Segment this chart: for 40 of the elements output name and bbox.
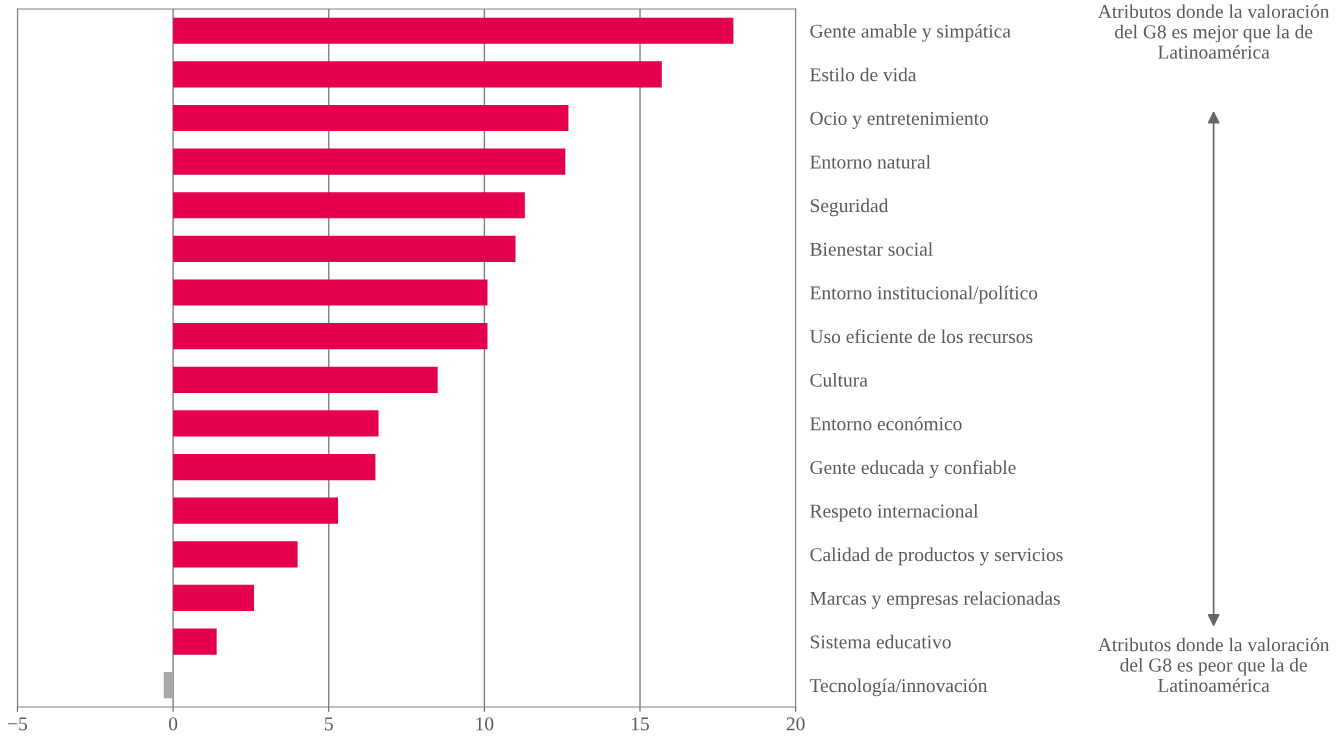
x-tick-label: 20 xyxy=(786,717,805,731)
bar xyxy=(173,410,379,437)
y-tick-label: Entorno económico xyxy=(810,416,962,431)
y-tick-label: Entorno institucional/político xyxy=(810,285,1038,304)
y-tick-label: Tecnología/innovación xyxy=(809,678,988,697)
bar xyxy=(173,61,662,88)
y-tick-label: Uso eficiente de los recursos xyxy=(809,329,1033,344)
y-tick-label: Entorno natural xyxy=(810,154,931,169)
bar xyxy=(173,192,525,219)
y-tick-label: Ocio y entretenimiento xyxy=(810,111,989,129)
bar xyxy=(173,17,734,44)
bar xyxy=(173,584,255,612)
x-tick-label: 0 xyxy=(168,717,178,731)
x-tick-label: 5 xyxy=(325,717,333,731)
bar xyxy=(173,323,488,350)
bar xyxy=(163,672,174,699)
bar xyxy=(173,541,298,568)
bar xyxy=(173,366,438,393)
bar xyxy=(173,104,569,132)
text: Atributos donde la valoración del G8 es peor que la de Latinoamérica xyxy=(1098,637,1330,692)
y-tick-label: Marcas y empresas relacionadas xyxy=(810,591,1060,609)
bar xyxy=(173,628,217,655)
x-tick-label: 10 xyxy=(476,717,494,731)
x-tick-label: −5 xyxy=(8,717,28,731)
y-tick-label: Estilo de vida xyxy=(810,67,917,82)
bar xyxy=(173,279,488,306)
bar xyxy=(173,497,339,524)
y-tick-label: Gente educada y confiable xyxy=(810,460,1016,479)
y-tick-label: Calidad de productos y servicios xyxy=(810,547,1063,566)
x-tick-label: 15 xyxy=(632,717,649,731)
bar xyxy=(173,148,566,175)
y-tick-label: Respeto internacional xyxy=(810,503,979,522)
y-tick-label: Cultura xyxy=(810,373,868,387)
bar xyxy=(173,235,516,262)
text: Atributos donde la valoración del G8 es mejor que la de Latinoamérica xyxy=(1098,4,1330,59)
bar xyxy=(173,453,376,481)
y-tick-label: Seguridad xyxy=(810,198,889,217)
y-tick-label: Gente amable y simpática xyxy=(810,23,1011,42)
y-tick-label: Sistema educativo xyxy=(810,634,951,649)
y-tick-label: Bienestar social xyxy=(810,242,933,256)
